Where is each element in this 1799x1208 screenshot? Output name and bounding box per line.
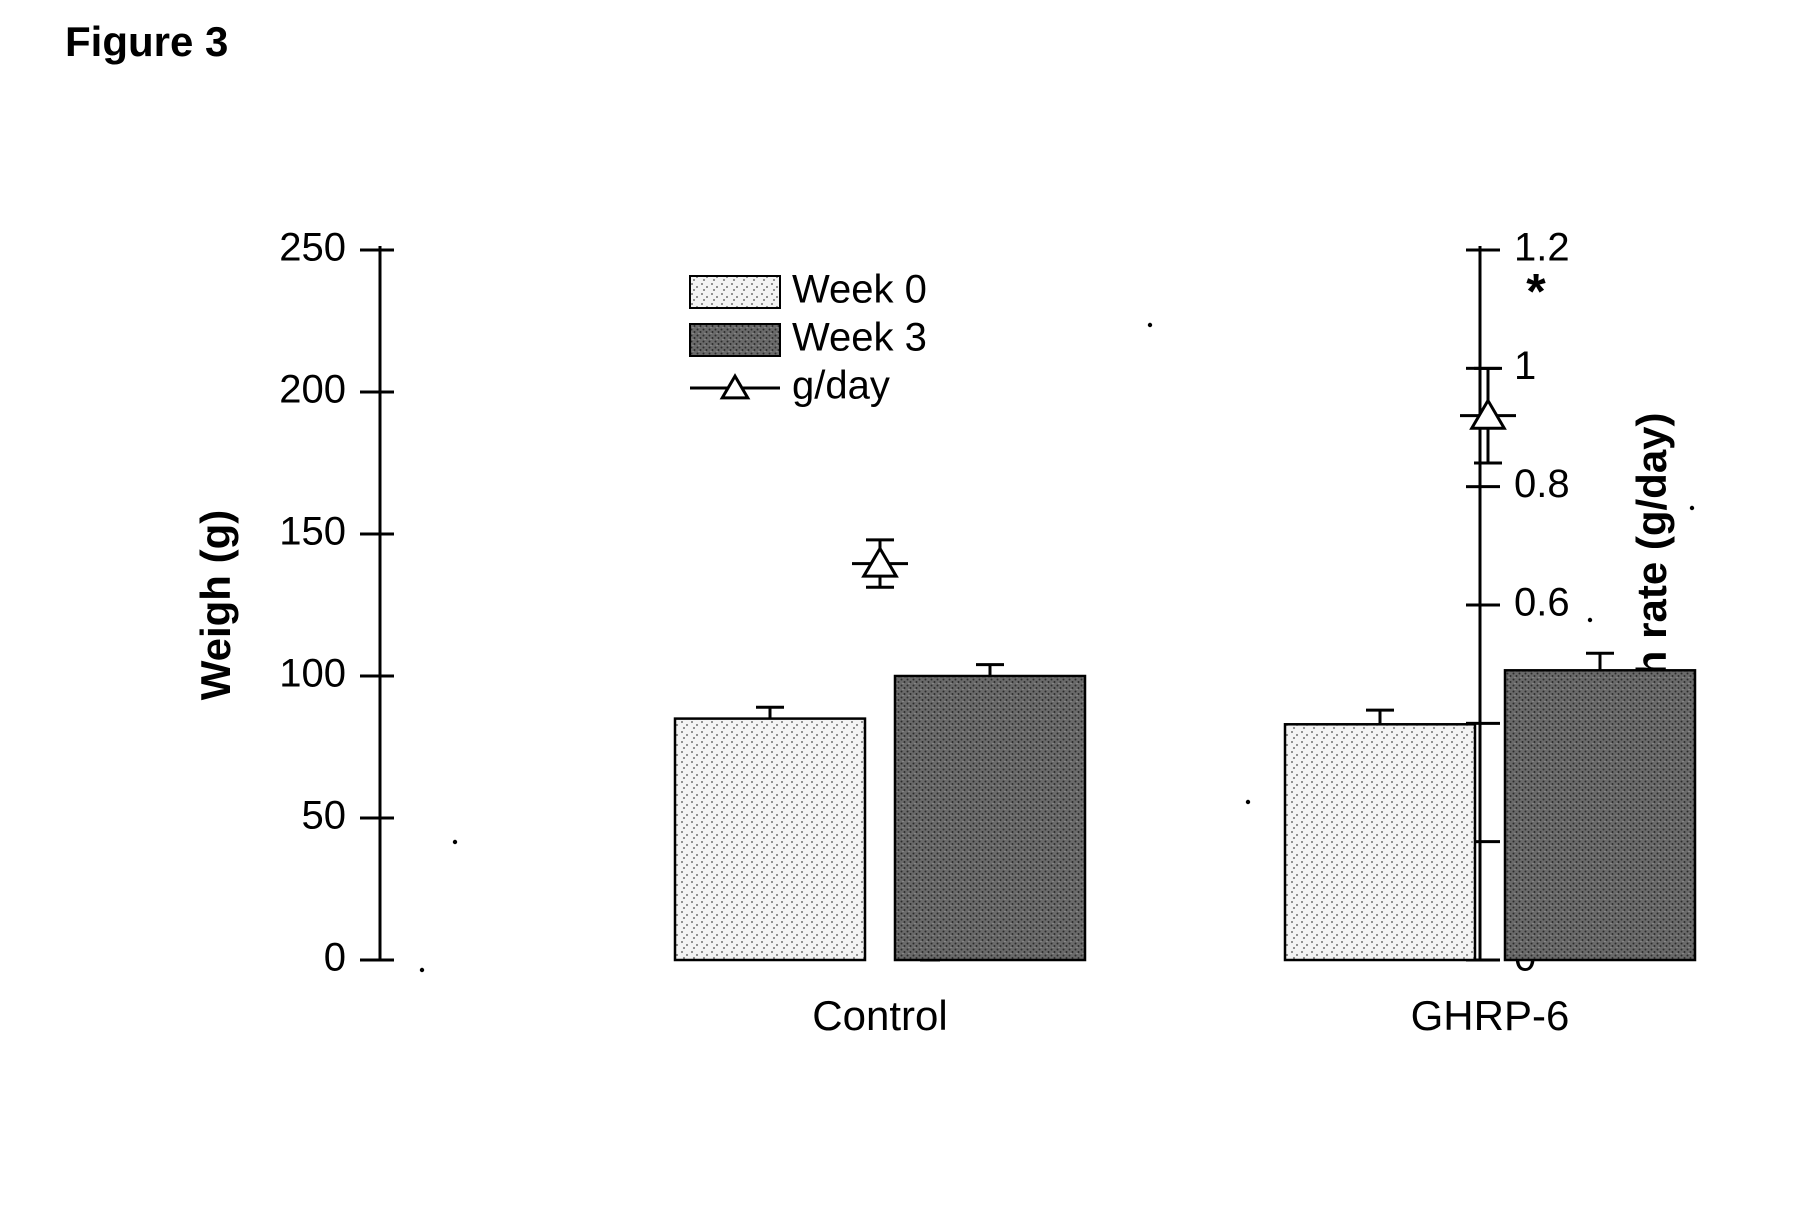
left-tick-label: 250 [279, 226, 346, 270]
left-tick-label: 200 [279, 368, 346, 412]
bar-week-3 [895, 676, 1085, 960]
bar-week-3 [1505, 670, 1695, 960]
noise-dot [420, 968, 424, 972]
category-label: Control [812, 992, 947, 1039]
left-tick-label: 150 [279, 510, 346, 554]
noise-dot [453, 840, 457, 844]
left-tick-label: 100 [279, 652, 346, 696]
right-tick-label: 0.8 [1514, 462, 1570, 506]
significance-star: * [1526, 263, 1546, 319]
bar-week-0 [1285, 724, 1475, 960]
legend-label: Week 0 [792, 268, 927, 312]
legend-swatch [690, 324, 780, 356]
page: Figure 3 050100150200250Weigh (g)00.20.4… [0, 0, 1799, 1208]
noise-dot [1690, 506, 1694, 510]
legend-label: g/day [792, 364, 890, 408]
left-tick-label: 0 [324, 936, 346, 980]
right-tick-label: 1 [1514, 344, 1536, 388]
bar-week-0 [675, 719, 865, 960]
noise-dot [1246, 800, 1250, 804]
chart-svg: 050100150200250Weigh (g)00.20.40.60.811.… [120, 210, 1760, 1180]
left-tick-label: 50 [302, 794, 347, 838]
figure-title: Figure 3 [65, 18, 228, 66]
category-label: GHRP-6 [1411, 992, 1570, 1039]
legend-swatch [690, 276, 780, 308]
noise-dot [1148, 323, 1152, 327]
right-tick-label: 0.6 [1514, 581, 1570, 625]
legend-label: Week 3 [792, 316, 927, 360]
left-axis-label: Weigh (g) [192, 510, 239, 701]
noise-dot [1588, 618, 1592, 622]
chart-container: 050100150200250Weigh (g)00.20.40.60.811.… [120, 210, 1760, 1180]
